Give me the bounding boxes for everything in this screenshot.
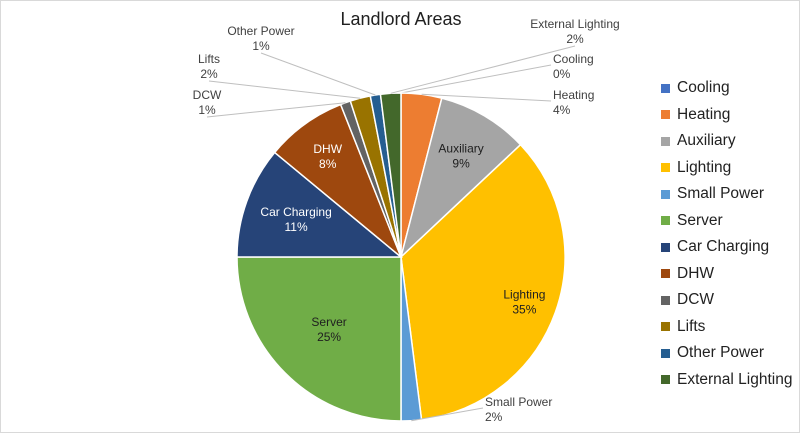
pie-slice-lighting [400,143,566,421]
legend-item-dhw: DHW [661,261,792,288]
legend-swatch [661,348,670,358]
svg-text:11%: 11% [285,220,308,234]
legend-swatch [661,242,670,252]
legend-item-external-lighting: External Lighting [661,367,792,394]
svg-text:0%: 0% [553,67,571,81]
legend-label: DCW [677,291,715,309]
svg-text:DCW: DCW [193,88,222,102]
legend-label: Lifts [677,317,706,335]
legend-item-lighting: Lighting [661,155,792,182]
svg-text:2%: 2% [485,410,503,424]
legend-item-auxiliary: Auxiliary [661,128,792,155]
legend-label: Small Power [677,185,764,203]
legend-swatch [661,216,670,226]
svg-text:1%: 1% [252,39,270,53]
svg-text:Lighting: Lighting [503,287,545,301]
legend-item-other-power: Other Power [661,340,792,367]
svg-text:Other Power: Other Power [227,24,294,38]
legend-label: Lighting [677,158,732,176]
legend-label: Car Charging [677,238,770,256]
legend-swatch [661,189,670,199]
pie-slice-car-charging [236,151,404,258]
legend-swatch [661,322,670,332]
legend-item-lifts: Lifts [661,314,792,341]
leader-line-lifts [208,80,361,99]
pie-slice-server [236,256,402,422]
legend-item-small-power: Small Power [661,181,792,208]
legend-label: DHW [677,264,715,282]
legend-label: Auxiliary [677,132,736,150]
svg-text:9%: 9% [452,156,470,170]
chart-title: Landlord Areas [340,9,462,29]
legend-item-server: Server [661,208,792,235]
svg-text:Cooling: Cooling [553,52,594,66]
svg-text:35%: 35% [512,302,536,316]
leader-line-external-lighting [390,45,576,94]
svg-text:8%: 8% [319,157,337,171]
pie-slice-auxiliary [399,97,522,260]
leader-line-cooling [400,64,552,94]
svg-text:External Lighting: External Lighting [530,17,619,31]
svg-text:Lifts: Lifts [198,52,220,66]
leader-line-other-power [260,52,376,96]
svg-text:4%: 4% [553,103,571,117]
legend-item-heating: Heating [661,102,792,129]
leader-line-heating [421,93,552,102]
legend-swatch [661,375,670,385]
leader-line-dcw [206,102,346,118]
legend-item-car-charging: Car Charging [661,234,792,261]
svg-text:1%: 1% [198,103,216,117]
legend-label: External Lighting [677,370,793,388]
legend-label: Server [677,211,723,229]
legend-swatch [661,295,670,305]
svg-text:Server: Server [311,315,346,329]
legend-item-dcw: DCW [661,287,792,314]
leader-line-small-power [411,407,484,422]
legend-item-cooling: Cooling [661,75,792,102]
legend-swatch [661,110,670,120]
svg-text:Small Power: Small Power [485,395,552,409]
legend-label: Cooling [677,79,730,97]
svg-text:2%: 2% [200,67,218,81]
svg-text:DHW: DHW [313,142,342,156]
legend-swatch [661,269,670,279]
chart-legend: Cooling Heating Auxiliary Lighting Small Pow… [661,75,792,393]
pie-slice-external-lighting [379,92,402,258]
legend-label: Other Power [677,344,765,362]
svg-text:2%: 2% [566,32,584,46]
legend-swatch [661,136,670,146]
svg-text:Heating: Heating [553,88,594,102]
svg-text:25%: 25% [317,330,341,344]
svg-text:Car Charging: Car Charging [260,205,331,219]
legend-label: Heating [677,105,731,123]
legend-swatch [661,163,670,173]
legend-swatch [661,83,670,93]
svg-text:Auxiliary: Auxiliary [438,141,483,155]
